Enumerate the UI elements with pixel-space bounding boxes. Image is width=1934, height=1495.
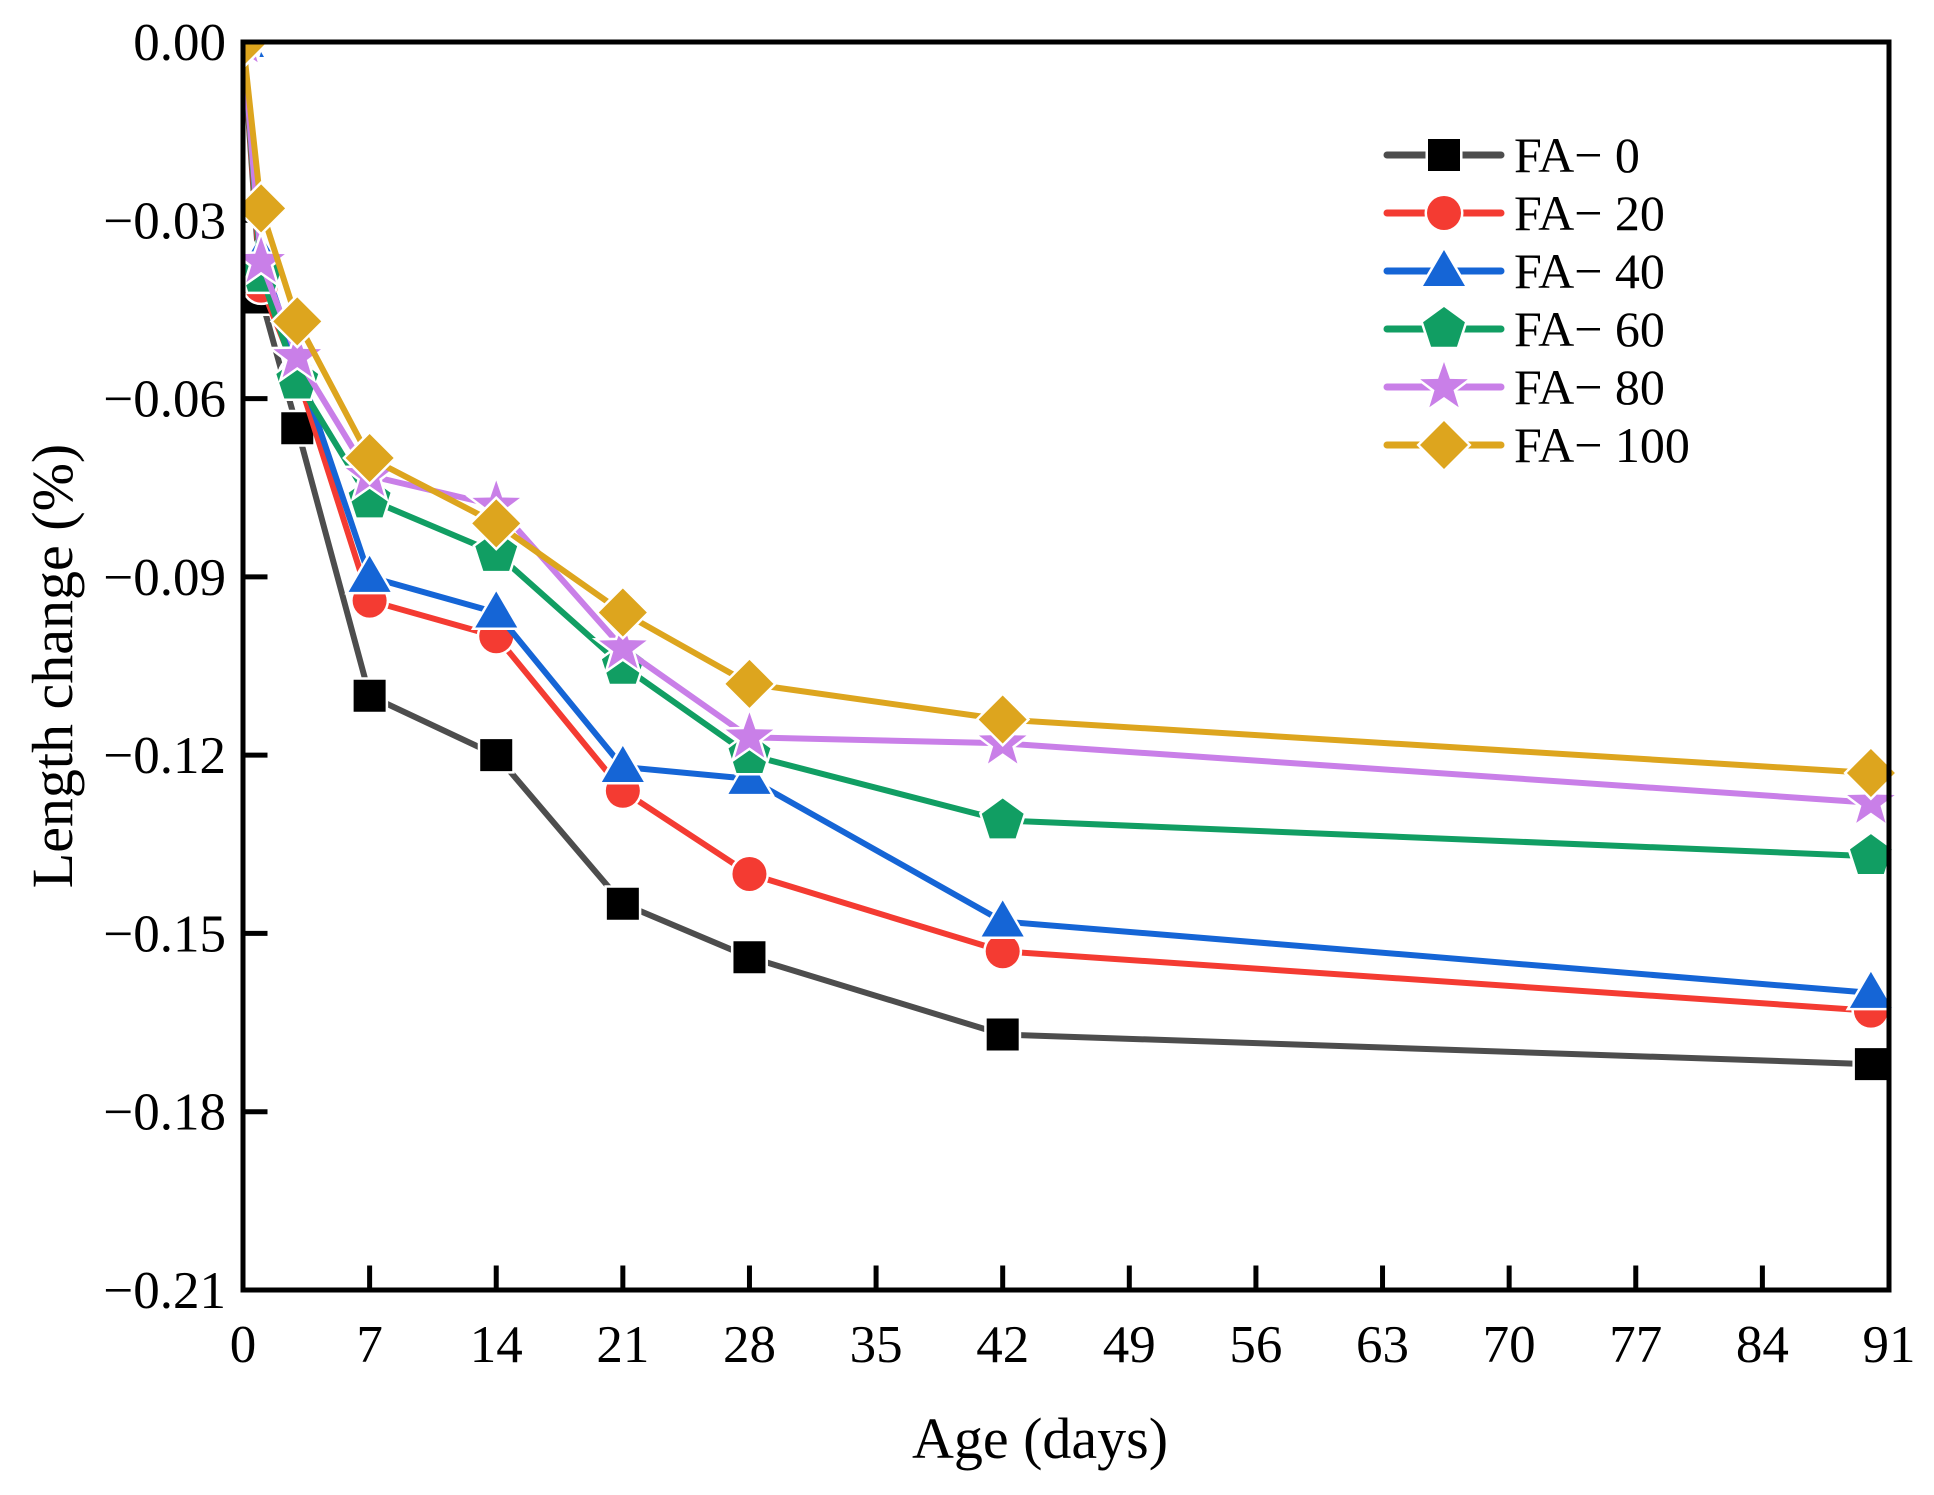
x-tick-label: 7 <box>356 1316 383 1374</box>
data-point <box>344 550 395 595</box>
data-point <box>595 584 651 641</box>
x-tick-label: 91 <box>1863 1316 1916 1374</box>
x-tick-label: 0 <box>230 1316 257 1374</box>
y-tick-label: −0.12 <box>103 727 226 785</box>
data-point <box>718 704 781 764</box>
legend-marker-star-icon <box>1412 354 1476 414</box>
data-point <box>604 885 642 923</box>
data-point <box>730 938 768 976</box>
data-point <box>477 736 515 774</box>
y-tick-label: −0.06 <box>103 371 226 429</box>
legend-marker-pentagon-icon <box>1420 303 1468 350</box>
legend-entry: FA− 0 <box>1383 127 1640 183</box>
data-point <box>468 495 524 551</box>
data-point <box>472 527 521 574</box>
data-point <box>978 795 1027 841</box>
data-point <box>724 752 775 797</box>
data-point <box>351 677 389 715</box>
y-tick-label: −0.09 <box>103 549 226 607</box>
y-tick-label: −0.15 <box>103 905 226 963</box>
legend-entry: FA− 60 <box>1383 301 1665 357</box>
y-tick-label: −0.18 <box>103 1084 226 1142</box>
data-point <box>591 615 654 675</box>
data-point <box>721 656 777 712</box>
x-tick-label: 35 <box>850 1316 903 1374</box>
x-tick-label: 28 <box>723 1316 776 1374</box>
legend-label: FA− 100 <box>1514 417 1690 473</box>
legend-label: FA− 60 <box>1514 301 1665 357</box>
legend-entry: FA− 40 <box>1383 243 1665 299</box>
legend-marker-diamond-icon <box>1416 417 1472 473</box>
legend-marker-square-icon <box>1425 136 1463 174</box>
x-axis-title: Age (days) <box>912 1406 1168 1471</box>
legend-marker-circle-icon <box>1424 193 1464 233</box>
y-axis-title: Length change (%) <box>20 444 85 888</box>
data-point <box>342 430 398 486</box>
data-point <box>269 293 325 349</box>
x-tick-labels: 0 7 14 21 28 35 42 49 56 63 70 77 84 91 <box>230 1316 1916 1374</box>
data-point <box>984 1015 1022 1053</box>
x-tick-label: 77 <box>1609 1316 1662 1374</box>
y-tick-label: 0.00 <box>133 14 226 72</box>
plot-area-data <box>241 40 1902 1083</box>
series-fa-100 <box>241 40 1899 801</box>
y-tick-labels: 0.00 −0.03 −0.06 −0.09 −0.12 −0.15 −0.18 −0.21 <box>103 14 226 1320</box>
data-point <box>1845 966 1897 1011</box>
x-tick-label: 42 <box>976 1316 1029 1374</box>
x-tick-label: 70 <box>1483 1316 1536 1374</box>
legend-marker-triangle-icon <box>1418 245 1470 289</box>
y-tick-label: −0.21 <box>103 1262 226 1320</box>
x-tick-label: 56 <box>1229 1316 1282 1374</box>
data-point <box>983 931 1023 971</box>
legend-label: FA− 40 <box>1514 243 1665 299</box>
y-tick-label: −0.03 <box>103 192 226 250</box>
data-point <box>729 854 769 894</box>
data-point <box>470 586 522 631</box>
legend-entry: FA− 80 <box>1383 354 1665 415</box>
data-point <box>975 691 1031 748</box>
legend-label: FA− 80 <box>1514 359 1665 415</box>
plot-frame <box>240 39 1892 1293</box>
data-point <box>1852 1045 1890 1083</box>
x-tick-label: 49 <box>1103 1316 1156 1374</box>
legend-entry: FA− 100 <box>1383 417 1690 473</box>
x-tick-label: 63 <box>1356 1316 1409 1374</box>
data-point <box>597 741 649 785</box>
x-tick-label: 14 <box>470 1316 523 1374</box>
x-tick-label: 21 <box>596 1316 649 1374</box>
legend-label: FA− 0 <box>1514 127 1640 183</box>
legend-label: FA− 20 <box>1514 185 1665 241</box>
legend-entry: FA− 20 <box>1383 185 1665 241</box>
data-point <box>278 409 316 447</box>
x-tick-label: 84 <box>1736 1316 1789 1374</box>
data-point <box>977 895 1029 940</box>
